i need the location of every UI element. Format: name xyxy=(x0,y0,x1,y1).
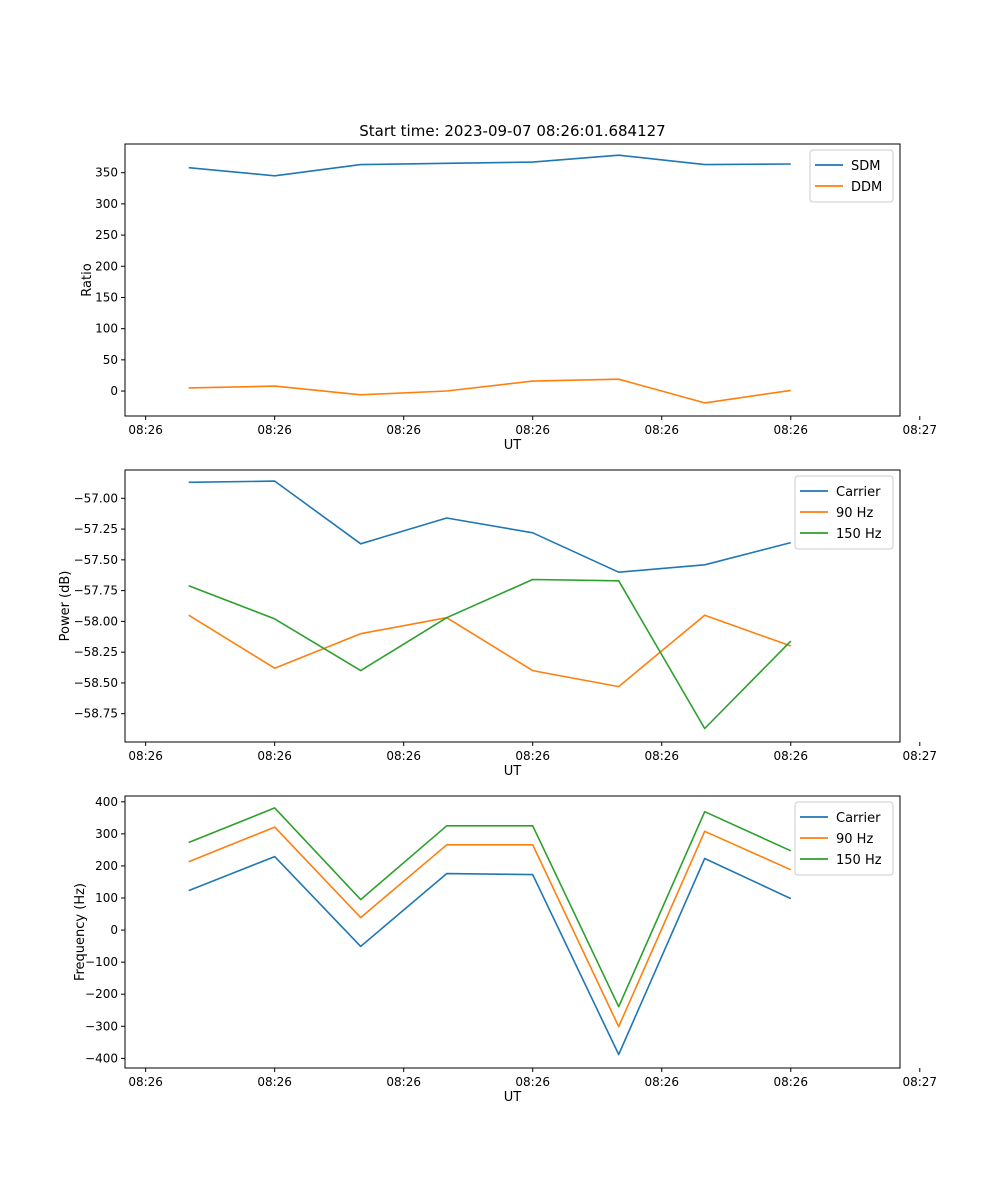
legend-label: SDM xyxy=(851,159,880,174)
legend-label: DDM xyxy=(851,180,882,195)
y-tick-label: 400 xyxy=(95,795,118,809)
x-tick-label: 08:26 xyxy=(515,423,550,437)
y-tick-label: 100 xyxy=(95,891,118,905)
y-tick-label: −58.00 xyxy=(74,614,118,628)
axes-frame xyxy=(124,469,901,743)
x-tick-label: 08:26 xyxy=(515,749,550,763)
y-tick-label: −400 xyxy=(85,1051,118,1065)
x-tick-label: 08:26 xyxy=(257,423,292,437)
y-tick-label: 100 xyxy=(95,322,118,336)
x-tick-label: 08:26 xyxy=(644,749,679,763)
x-tick-label: 08:26 xyxy=(128,1075,163,1089)
series-line-ddm xyxy=(188,378,791,404)
chart-title: Start time: 2023-09-07 08:26:01.684127 xyxy=(359,122,665,140)
y-tick-label: −100 xyxy=(85,955,118,969)
y-tick-label: −200 xyxy=(85,987,118,1001)
x-tick-label: 08:26 xyxy=(644,1075,679,1089)
series-line-carrier xyxy=(188,855,792,1056)
series-line-90-hz xyxy=(188,826,792,1028)
legend-label: 150 Hz xyxy=(836,527,882,542)
x-tick-label: 08:27 xyxy=(902,423,937,437)
legend-label: Carrier xyxy=(836,811,881,826)
x-tick-label: 08:26 xyxy=(386,423,421,437)
y-tick-label: 250 xyxy=(95,228,118,242)
axes-frame xyxy=(124,795,901,1069)
y-tick-label: 200 xyxy=(95,259,118,273)
series-line-sdm xyxy=(188,154,791,177)
legend-label: 150 Hz xyxy=(836,853,882,868)
y-tick-label: −57.75 xyxy=(74,584,118,598)
y-axis-label: Power (dB) xyxy=(58,571,73,642)
legend-label: 90 Hz xyxy=(836,832,873,847)
y-tick-label: −57.50 xyxy=(74,553,118,567)
series-line-150-hz xyxy=(188,578,792,730)
y-tick-label: 300 xyxy=(95,827,118,841)
axes-frame xyxy=(124,143,901,417)
x-tick-label: 08:26 xyxy=(644,423,679,437)
series-line-150-hz xyxy=(188,807,792,1008)
x-axis-label: UT xyxy=(504,1090,522,1105)
series-line-carrier xyxy=(188,480,791,574)
y-tick-label: −57.00 xyxy=(74,491,118,505)
y-tick-label: −58.75 xyxy=(74,707,118,721)
legend-box xyxy=(794,801,894,876)
x-axis-label: UT xyxy=(504,438,522,453)
x-tick-label: 08:26 xyxy=(386,749,421,763)
series-line-90-hz xyxy=(188,614,792,688)
y-tick-label: −58.50 xyxy=(74,676,118,690)
y-axis-label: Ratio xyxy=(80,263,95,296)
x-tick-label: 08:26 xyxy=(773,423,808,437)
x-tick-label: 08:26 xyxy=(773,749,808,763)
legend-box xyxy=(809,149,894,203)
x-tick-label: 08:26 xyxy=(257,1075,292,1089)
x-tick-label: 08:26 xyxy=(128,749,163,763)
y-tick-label: 300 xyxy=(95,197,118,211)
legend-box xyxy=(794,475,894,550)
y-tick-label: 350 xyxy=(95,166,118,180)
y-tick-label: 200 xyxy=(95,859,118,873)
x-tick-label: 08:26 xyxy=(128,423,163,437)
x-tick-label: 08:26 xyxy=(386,1075,421,1089)
x-tick-label: 08:27 xyxy=(902,749,937,763)
x-tick-label: 08:26 xyxy=(515,1075,550,1089)
y-tick-label: −57.25 xyxy=(74,522,118,536)
legend-label: Carrier xyxy=(836,485,881,500)
y-tick-label: 0 xyxy=(110,923,118,937)
y-tick-label: 150 xyxy=(95,290,118,304)
x-axis-label: UT xyxy=(504,764,522,779)
legend-label: 90 Hz xyxy=(836,506,873,521)
y-tick-label: 50 xyxy=(103,353,118,367)
x-tick-label: 08:27 xyxy=(902,1075,937,1089)
y-tick-label: −300 xyxy=(85,1019,118,1033)
y-tick-label: −58.25 xyxy=(74,645,118,659)
y-tick-label: 0 xyxy=(110,384,118,398)
y-axis-label: Frequency (Hz) xyxy=(73,883,88,981)
x-tick-label: 08:26 xyxy=(257,749,292,763)
x-tick-label: 08:26 xyxy=(773,1075,808,1089)
